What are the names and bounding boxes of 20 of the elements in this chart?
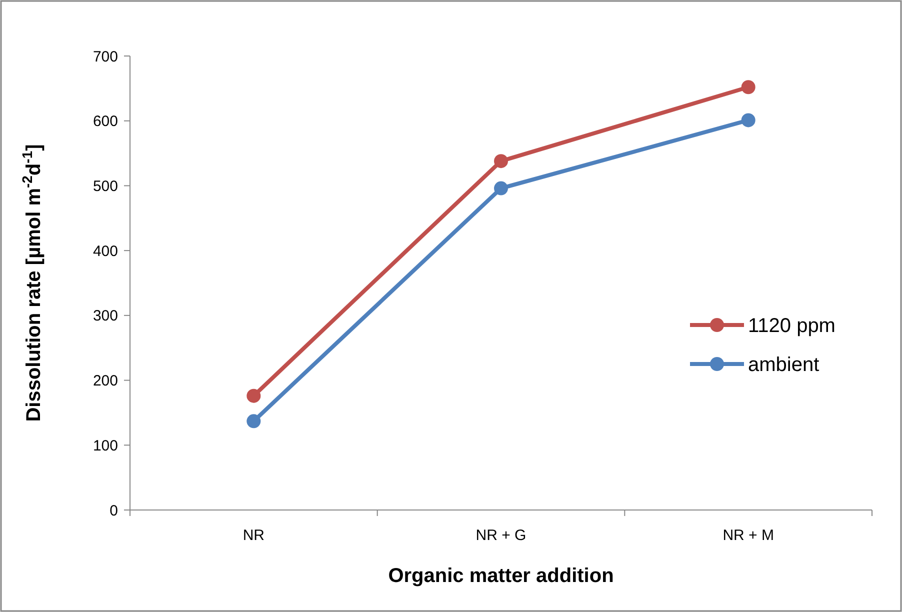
y-tick-label: 300 [92, 308, 118, 325]
point [741, 80, 756, 94]
x-tick-label: NR + G [476, 527, 526, 544]
point [494, 181, 508, 196]
x-tick-label: NR [242, 527, 265, 544]
point [246, 388, 261, 403]
y-tick-label: 400 [92, 242, 118, 260]
point [494, 154, 508, 168]
x-axis-title: Organic matter addition [388, 565, 614, 587]
legend-label: 1120 ppm [748, 315, 836, 337]
legend-label: ambient [748, 354, 820, 376]
y-tick-label: 500 [92, 178, 118, 195]
x-tick-label: NR + M [722, 527, 774, 544]
point [246, 414, 261, 428]
y-tick-label: 200 [92, 372, 118, 390]
y-tick-label: 0 [110, 502, 118, 520]
point [741, 113, 756, 128]
y-tick-label: 700 [92, 48, 118, 66]
y-tick-label: 600 [92, 113, 118, 130]
y-tick-label: 100 [92, 437, 118, 454]
